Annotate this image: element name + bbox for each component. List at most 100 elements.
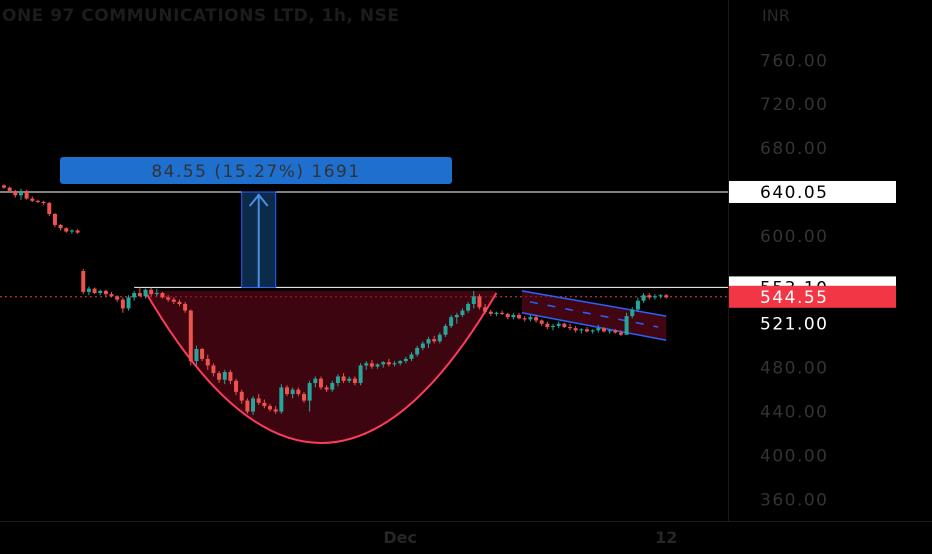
candle-body	[301, 394, 306, 401]
target-price-label: 640.05	[760, 183, 828, 203]
candle-body	[601, 328, 606, 332]
y-tick-label: 600.00	[760, 227, 828, 247]
candle-body	[92, 288, 97, 294]
candle-body	[132, 293, 137, 298]
candle-body	[392, 363, 397, 365]
candle-body	[505, 313, 510, 318]
flag-fill	[521, 290, 667, 341]
candle-body	[511, 314, 516, 318]
candle-body	[296, 389, 301, 395]
candle-body	[437, 334, 442, 342]
candle-body	[466, 304, 471, 311]
candle-body	[539, 320, 544, 324]
cup-outline	[144, 291, 498, 444]
candle-body	[341, 376, 346, 381]
candle-body	[109, 294, 114, 297]
candle-body	[137, 293, 142, 297]
candle-body	[494, 312, 499, 314]
candle-body	[352, 378, 357, 384]
candle-body	[98, 290, 103, 294]
candle-body	[409, 354, 414, 359]
candle-body	[245, 400, 250, 412]
candle-body	[307, 383, 312, 401]
candle-body	[369, 363, 374, 367]
flag-low-price-label: 521.00	[760, 315, 828, 335]
candle-body	[545, 323, 550, 328]
candle-body	[222, 372, 227, 380]
candle-body	[115, 296, 120, 300]
candle-body	[41, 201, 46, 204]
candle-body	[13, 190, 18, 196]
flag-mid-line	[529, 301, 659, 328]
x-tick-label: 12	[655, 528, 677, 547]
candle-body	[18, 190, 23, 196]
candle-body	[200, 349, 205, 359]
candle-body	[217, 373, 222, 380]
candle-body	[568, 327, 572, 329]
candle-body	[358, 365, 363, 384]
measure-label: 84.55 (15.27%) 1691	[151, 162, 360, 182]
last-price-label: 544.55	[760, 288, 828, 308]
candle-body	[624, 316, 629, 335]
candle-body	[256, 398, 261, 403]
candle-body	[573, 328, 578, 331]
candle-body	[75, 230, 80, 233]
candle-body	[330, 383, 335, 390]
candle-body	[562, 323, 567, 328]
candle-body	[500, 312, 505, 314]
candle-body	[483, 307, 488, 312]
candle-body	[47, 203, 52, 214]
y-tick-label: 680.00	[760, 139, 828, 159]
candle-body	[228, 372, 233, 381]
candle-body	[432, 339, 437, 342]
y-tick-label: 760.00	[760, 51, 828, 71]
candle-body	[234, 380, 239, 392]
candle-body	[556, 323, 561, 326]
candle-body	[52, 213, 57, 225]
measure-label-box	[60, 157, 452, 184]
candle-body	[579, 329, 584, 331]
y-tick-label: 400.00	[760, 446, 828, 466]
y-tick-label: 360.00	[760, 490, 828, 510]
candle-body	[279, 387, 284, 412]
candle-body	[177, 301, 182, 305]
candle-body	[126, 297, 131, 309]
y-tick-label: 440.00	[760, 403, 828, 423]
candle-body	[641, 295, 646, 301]
candle-body	[522, 318, 527, 320]
candle-body	[81, 271, 86, 292]
candle-body	[273, 409, 278, 412]
x-tick-label: Dec	[383, 528, 417, 547]
candle-body	[166, 297, 171, 300]
candle-body	[381, 362, 386, 365]
candle-body	[188, 310, 193, 362]
candle-body	[268, 406, 273, 410]
candle-body	[596, 328, 601, 331]
candle-body	[449, 317, 454, 326]
candle-body	[364, 363, 369, 366]
candle-body	[551, 325, 556, 328]
candle-body	[285, 387, 289, 395]
chart-title: ONE 97 COMMUNICATIONS LTD, 1h, NSE	[2, 6, 400, 26]
candle-body	[205, 358, 210, 366]
candle-body	[2, 185, 6, 188]
flag-lower-line	[521, 312, 667, 341]
candle-body	[528, 317, 533, 320]
candle-body	[318, 378, 323, 388]
candle-body	[171, 299, 176, 302]
y-tick-label: 720.00	[760, 95, 828, 115]
candle-body	[160, 293, 165, 298]
candle-body	[69, 230, 74, 232]
candle-body	[154, 293, 159, 295]
candle-body	[120, 299, 125, 309]
currency-label: INR	[762, 6, 790, 25]
candle-body	[443, 325, 448, 335]
y-tick-label: 480.00	[760, 359, 828, 379]
candle-body	[30, 198, 35, 201]
candle-body	[143, 289, 148, 297]
candle-body	[347, 378, 352, 381]
candle-body	[194, 349, 199, 362]
candle-body	[647, 295, 652, 298]
